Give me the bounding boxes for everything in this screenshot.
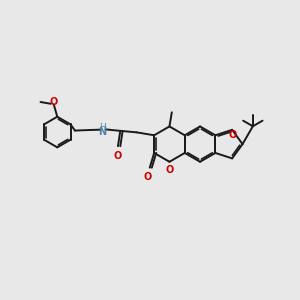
- Text: O: O: [165, 165, 174, 175]
- Text: O: O: [49, 97, 57, 107]
- Text: O: O: [114, 151, 122, 160]
- Text: O: O: [143, 172, 152, 182]
- Text: O: O: [229, 130, 237, 140]
- Text: N: N: [99, 127, 107, 137]
- Text: H: H: [99, 122, 106, 131]
